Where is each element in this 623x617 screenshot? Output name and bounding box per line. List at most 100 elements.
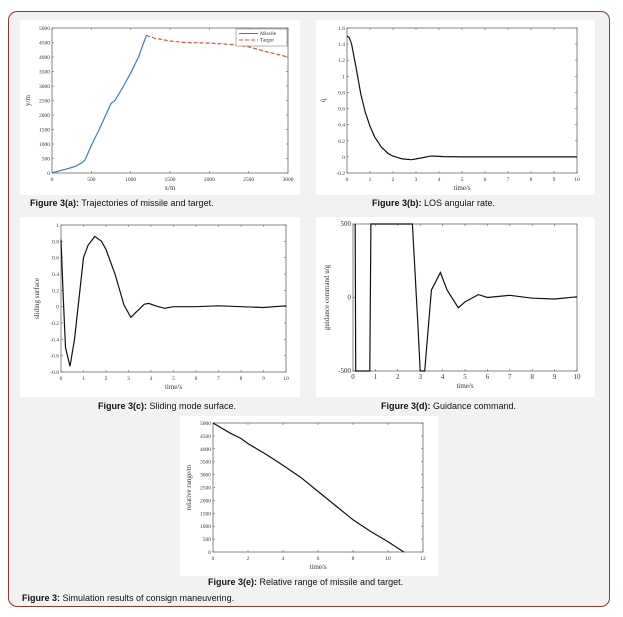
y-tick-label: 0.4 (52, 272, 59, 278)
x-tick-label: 2 (105, 376, 108, 382)
y-tick-label: 1.4 (338, 42, 345, 48)
y-tick-label: -0.6 (50, 354, 59, 360)
x-tick-label: 6 (486, 373, 490, 381)
x-tick-label: 7 (508, 373, 512, 381)
y-tick-label: 2500 (39, 99, 50, 105)
y-tick-label: 5000 (39, 26, 50, 32)
y-tick-label: 0.6 (52, 256, 59, 262)
plot-frame (51, 27, 289, 174)
y-tick-label: 1 (342, 74, 345, 80)
y-tick-label: 0 (56, 305, 59, 311)
y-tick-label: 3500 (39, 70, 50, 76)
y-tick-label: 4000 (39, 55, 50, 61)
x-tick-label: 10 (574, 373, 582, 381)
x-tick-label: 2 (392, 177, 395, 183)
y-tick-label: 0.8 (52, 239, 59, 245)
x-axis-label: x/m (165, 184, 176, 192)
x-tick-label: 1 (369, 177, 372, 183)
y-tick-label: 500 (341, 220, 352, 228)
x-tick-label: 4 (150, 376, 153, 382)
y-tick-label: 1 (56, 223, 59, 229)
x-tick-label: 8 (530, 373, 534, 381)
y-tick-label: 3000 (200, 473, 211, 479)
caption-b: Figure 3(b): LOS angular rate. (372, 198, 496, 208)
x-tick-label: 10 (283, 376, 289, 382)
y-tick-label: 500 (42, 157, 51, 163)
y-tick-label: 0 (342, 155, 345, 161)
y-tick-label: 0.8 (338, 90, 345, 96)
y-tick-label: 1500 (39, 128, 50, 134)
x-axis-label: time/s (309, 563, 326, 571)
x-tick-label: 2 (247, 556, 250, 562)
y-tick-label: 3500 (200, 460, 211, 466)
series-line-target (146, 34, 289, 58)
y-tick-label: 1500 (200, 511, 211, 517)
plot-frame (60, 224, 287, 373)
caption-c: Figure 3(c): Sliding mode surface. (98, 401, 237, 411)
x-tick-label: 500 (87, 177, 96, 183)
y-tick-label: 0.2 (338, 139, 345, 145)
x-tick-label: 3 (418, 373, 422, 381)
y-tick-label: 5000 (200, 421, 211, 427)
x-tick-label: 2000 (204, 177, 215, 183)
series-line-0 (346, 35, 577, 161)
x-tick-label: 2 (396, 373, 400, 381)
y-tick-label: 1000 (39, 142, 50, 148)
x-tick-label: 0 (351, 373, 355, 381)
y-axis-label: relative range/m (185, 464, 193, 510)
y-tick-label: -0.4 (50, 337, 59, 343)
caption-e: Figure 3(e): Relative range of missile a… (208, 577, 404, 587)
x-tick-label: 0 (60, 376, 63, 382)
x-tick-label: 7 (217, 376, 220, 382)
legend-label: Target (260, 38, 274, 44)
caption-a: Figure 3(a): Trajectories of missile and… (30, 198, 214, 208)
y-tick-label: 4000 (200, 447, 211, 453)
x-tick-label: 1000 (125, 177, 136, 183)
plot-frame (212, 422, 424, 553)
x-tick-label: 6 (317, 556, 320, 562)
y-axis-label: guidance command u/g (323, 264, 331, 330)
y-tick-label: 0.2 (52, 288, 59, 294)
plot-frame (346, 27, 578, 174)
x-tick-label: 9 (553, 373, 557, 381)
x-tick-label: 1 (374, 373, 378, 381)
x-tick-label: 0 (51, 177, 54, 183)
x-tick-label: 8 (240, 376, 243, 382)
x-tick-label: 7 (507, 177, 510, 183)
y-axis-label: y/m (24, 95, 32, 106)
x-tick-label: 3 (127, 376, 130, 382)
x-tick-label: 4 (438, 177, 441, 183)
x-tick-label: 3 (415, 177, 418, 183)
x-tick-label: 1 (82, 376, 85, 382)
series-line-missile (51, 35, 147, 174)
series-line-0 (354, 223, 578, 372)
y-tick-label: 1000 (200, 524, 211, 530)
y-tick-label: 1.2 (338, 58, 345, 64)
y-tick-label: -0.2 (336, 171, 345, 177)
y-tick-label: 500 (203, 537, 212, 543)
x-tick-label: 6 (484, 177, 487, 183)
y-tick-label: 4500 (200, 434, 211, 440)
x-tick-label: 9 (553, 177, 556, 183)
x-tick-label: 3000 (283, 177, 294, 183)
x-tick-label: 6 (195, 376, 198, 382)
y-tick-label: 0 (348, 294, 352, 302)
y-tick-label: 0 (47, 171, 50, 177)
legend-label: Missile (260, 31, 277, 37)
chart-trajectories: 0 500 1000 1500 2000 2500 3000 0 500 1000 1500 2000… (24, 26, 294, 192)
caption-d: Figure 3(d): Guidance command. (381, 401, 517, 411)
panel-c: 0 1 2 3 4 5 6 7 8 9 10 -0.8 -0.6 -0.4 -0.2 0 0.2 0.4 0.6 0.… (20, 217, 300, 397)
y-tick-label: 0.4 (338, 123, 345, 129)
chart-relative-range: 0 2 4 6 8 10 12 0 500 1000 1500 2000 2500 3000 3500 400… (185, 421, 426, 571)
x-tick-label: 8 (530, 177, 533, 183)
y-axis-label: sliding surface (33, 278, 41, 319)
panel-b: 0 1 2 3 4 5 6 7 8 9 10 -0.2 0 0.2 0.4 0.6 0.8 1 1.2 1.4 1.6 t… (316, 20, 595, 195)
x-tick-label: 4 (441, 373, 445, 381)
y-axis-label: q̇ (319, 98, 327, 102)
panel-e: 0 2 4 6 8 10 12 0 500 1000 1500 2000 2500 3000 3500 400… (180, 416, 438, 576)
y-tick-label: 2000 (200, 498, 211, 504)
chart-sliding-surface: 0 1 2 3 4 5 6 7 8 9 10 -0.8 -0.6 -0.4 -0.2 0 0.2 0.4 0.6 0.… (33, 223, 289, 391)
x-tick-label: 0 (346, 177, 349, 183)
panel-a: 0 500 1000 1500 2000 2500 3000 0 500 1000 1500 2000… (20, 20, 300, 195)
